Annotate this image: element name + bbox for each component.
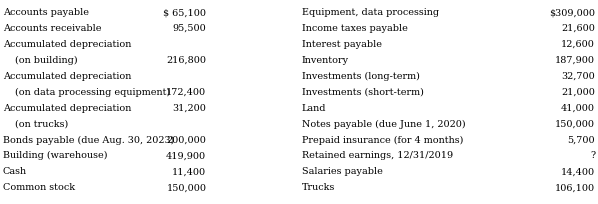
Text: Interest payable: Interest payable bbox=[302, 40, 382, 49]
Text: 419,900: 419,900 bbox=[166, 151, 206, 160]
Text: Notes payable (due June 1, 2020): Notes payable (due June 1, 2020) bbox=[302, 120, 466, 129]
Text: 200,000: 200,000 bbox=[166, 135, 206, 144]
Text: Accounts payable: Accounts payable bbox=[3, 8, 89, 17]
Text: Income taxes payable: Income taxes payable bbox=[302, 24, 408, 33]
Text: Accumulated depreciation: Accumulated depreciation bbox=[3, 104, 132, 113]
Text: Common stock: Common stock bbox=[3, 183, 75, 192]
Text: $ 65,100: $ 65,100 bbox=[163, 8, 206, 17]
Text: 106,100: 106,100 bbox=[555, 183, 595, 192]
Text: 11,400: 11,400 bbox=[172, 167, 206, 176]
Text: 12,600: 12,600 bbox=[561, 40, 595, 49]
Text: Retained earnings, 12/31/2019: Retained earnings, 12/31/2019 bbox=[302, 151, 453, 160]
Text: Accounts receivable: Accounts receivable bbox=[3, 24, 102, 33]
Text: 150,000: 150,000 bbox=[166, 183, 206, 192]
Text: Inventory: Inventory bbox=[302, 56, 349, 65]
Text: Building (warehouse): Building (warehouse) bbox=[3, 151, 108, 161]
Text: 21,000: 21,000 bbox=[561, 88, 595, 97]
Text: Prepaid insurance (for 4 months): Prepaid insurance (for 4 months) bbox=[302, 135, 463, 145]
Text: 31,200: 31,200 bbox=[172, 104, 206, 113]
Text: 41,000: 41,000 bbox=[561, 104, 595, 113]
Text: 187,900: 187,900 bbox=[555, 56, 595, 65]
Text: Bonds payable (due Aug. 30, 2023): Bonds payable (due Aug. 30, 2023) bbox=[3, 135, 175, 145]
Text: 216,800: 216,800 bbox=[166, 56, 206, 65]
Text: Accumulated depreciation: Accumulated depreciation bbox=[3, 40, 132, 49]
Text: Salaries payable: Salaries payable bbox=[302, 167, 383, 176]
Text: $309,000: $309,000 bbox=[549, 8, 595, 17]
Text: Investments (short-term): Investments (short-term) bbox=[302, 88, 424, 97]
Text: 21,600: 21,600 bbox=[561, 24, 595, 33]
Text: Land: Land bbox=[302, 104, 327, 113]
Text: Equipment, data processing: Equipment, data processing bbox=[302, 8, 439, 17]
Text: (on data processing equipment): (on data processing equipment) bbox=[3, 88, 170, 97]
Text: 14,400: 14,400 bbox=[561, 167, 595, 176]
Text: 5,700: 5,700 bbox=[568, 135, 595, 144]
Text: Trucks: Trucks bbox=[302, 183, 335, 192]
Text: ?: ? bbox=[590, 151, 595, 160]
Text: Cash: Cash bbox=[3, 167, 27, 176]
Text: (on building): (on building) bbox=[3, 56, 78, 65]
Text: Accumulated depreciation: Accumulated depreciation bbox=[3, 72, 132, 81]
Text: 172,400: 172,400 bbox=[166, 88, 206, 97]
Text: 32,700: 32,700 bbox=[562, 72, 595, 81]
Text: 95,500: 95,500 bbox=[173, 24, 206, 33]
Text: 150,000: 150,000 bbox=[555, 120, 595, 129]
Text: (on trucks): (on trucks) bbox=[3, 120, 68, 129]
Text: Investments (long-term): Investments (long-term) bbox=[302, 72, 420, 81]
